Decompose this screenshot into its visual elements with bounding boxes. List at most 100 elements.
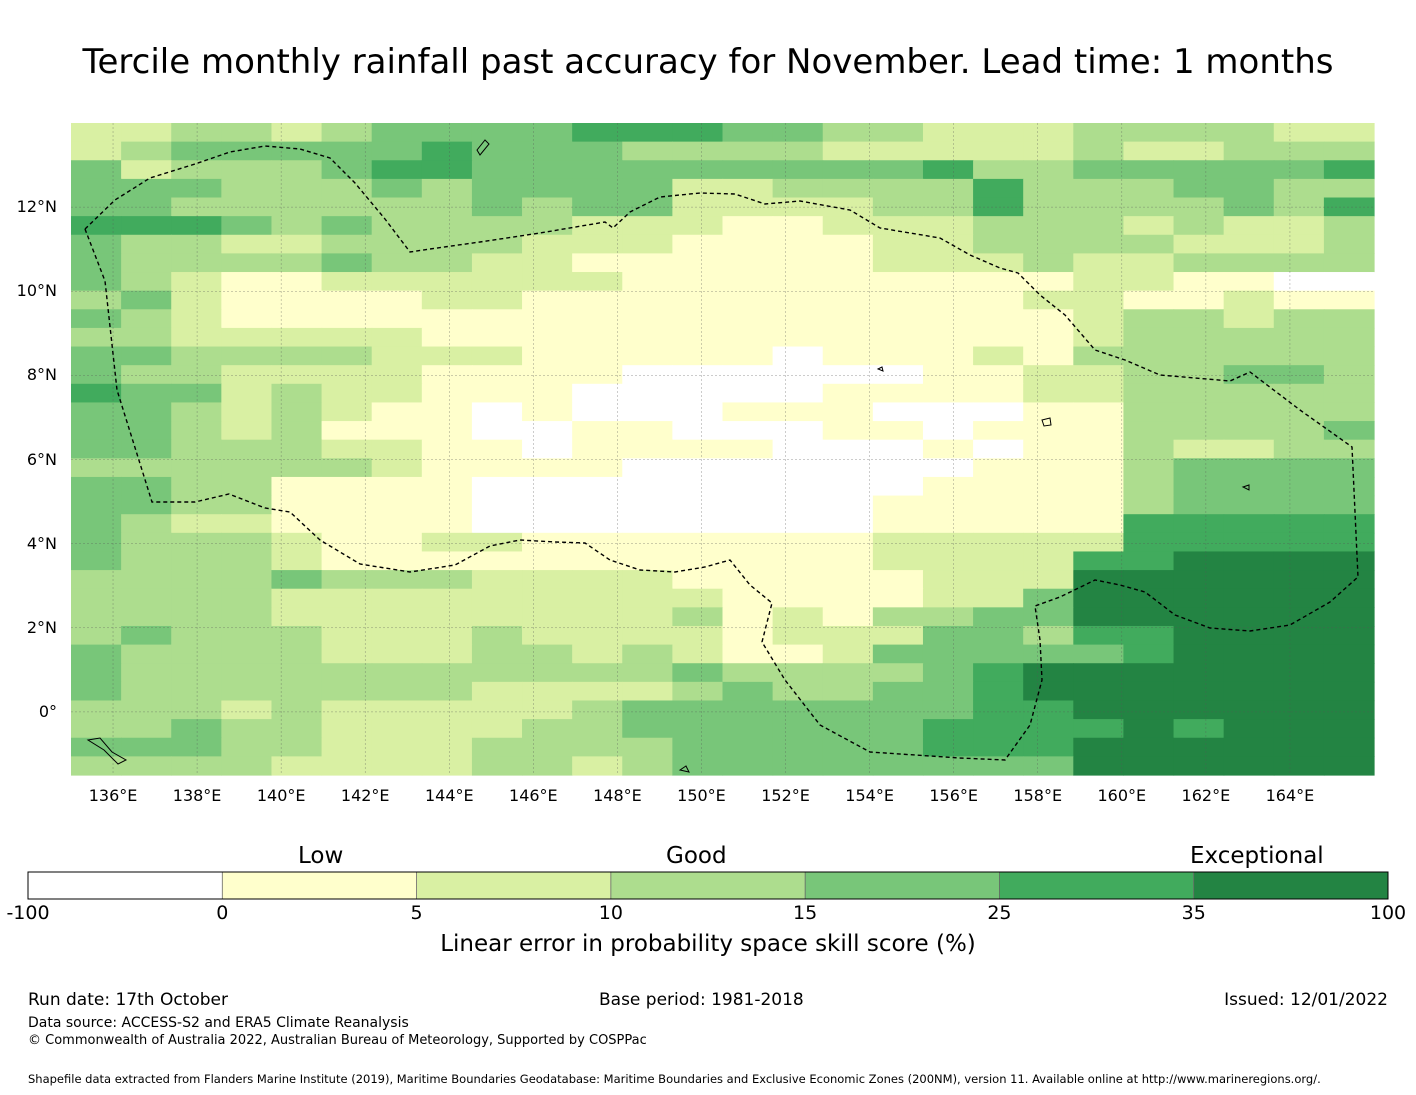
skill-cell [321, 327, 373, 348]
skill-cell [471, 402, 523, 422]
skill-cell [1023, 216, 1074, 236]
skill-cell [471, 476, 523, 497]
skill-cell [421, 607, 473, 627]
skill-cell [1273, 700, 1325, 720]
skill-cell [421, 290, 473, 310]
skill-cell [221, 570, 273, 590]
skill-cell [471, 700, 523, 720]
skill-cell [71, 681, 122, 702]
skill-cell [772, 141, 824, 161]
skill-cell [321, 160, 373, 180]
skill-cell [772, 663, 824, 683]
skill-cell [922, 402, 974, 422]
skill-cell [1023, 309, 1074, 329]
skill-cell [772, 719, 824, 739]
skill-cell [471, 532, 523, 553]
skill-cell [722, 700, 774, 720]
skill-cell [221, 681, 273, 702]
skill-cell [922, 216, 974, 236]
skill-cell [822, 551, 874, 571]
skill-cell [271, 607, 323, 627]
skill-cell [1323, 644, 1375, 664]
skill-cell [71, 719, 122, 739]
skill-cell [1173, 588, 1225, 608]
chuuk-island [1041, 417, 1052, 427]
skill-cell [71, 458, 122, 478]
skill-cell [973, 253, 1024, 273]
skill-cell [872, 178, 924, 199]
skill-cell [171, 402, 222, 422]
skill-cell [822, 663, 874, 683]
skill-cell [1123, 160, 1175, 180]
skill-cell [221, 216, 273, 236]
skill-cell [522, 253, 573, 273]
skill-cell [421, 216, 473, 236]
skill-cell [1123, 290, 1175, 310]
skill-cell [1223, 607, 1275, 627]
skill-cell [622, 551, 673, 571]
skill-cell [71, 309, 122, 329]
skill-cell [872, 439, 924, 459]
skill-cell [572, 439, 623, 459]
skill-cell [121, 607, 172, 627]
skill-cell [622, 234, 673, 254]
skill-cell [471, 514, 523, 534]
longitude-label: 142°E [340, 786, 390, 805]
skill-cell [772, 514, 824, 534]
skill-cell [1323, 141, 1375, 161]
skill-cell [171, 719, 222, 739]
skill-cell [672, 346, 724, 366]
skill-cell [471, 253, 523, 273]
skill-cell [522, 737, 573, 757]
skill-cell [772, 421, 824, 441]
skill-cell [922, 141, 974, 161]
skill-cell [822, 421, 874, 441]
skill-cell [572, 514, 623, 534]
skill-cell [71, 644, 122, 664]
skill-cell [421, 700, 473, 720]
skill-cell [421, 141, 473, 161]
colorbar-tick-label: 35 [1181, 902, 1206, 924]
skill-cell [1223, 290, 1275, 310]
skill-cell [1273, 290, 1325, 310]
skill-cell [572, 625, 623, 646]
skill-cell [622, 607, 673, 627]
skill-cell [471, 551, 523, 571]
skill-cell [421, 383, 473, 404]
skill-cell [221, 719, 273, 739]
skill-cell [672, 588, 724, 608]
skill-cell [1123, 570, 1175, 590]
skill-cell [1223, 514, 1275, 534]
skill-cell [973, 644, 1024, 664]
skill-cell [71, 327, 122, 348]
skill-cell [872, 365, 924, 385]
skill-cell [572, 663, 623, 683]
skill-cell [822, 532, 874, 553]
skill-cell [1023, 644, 1074, 664]
skill-cell [1073, 160, 1125, 180]
longitude-label: 156°E [929, 786, 978, 805]
skill-cell [772, 290, 824, 310]
skill-cell [1223, 402, 1275, 422]
skill-cell [922, 383, 974, 404]
shapefile-credit: Shapefile data extracted from Flanders M… [28, 1072, 1321, 1086]
skill-cell [171, 365, 222, 385]
skill-cell [171, 756, 222, 776]
skill-cell [221, 476, 273, 497]
skill-cell [1173, 458, 1225, 478]
skill-cell [1073, 588, 1125, 608]
skill-cell [1073, 272, 1125, 292]
skill-cell [722, 514, 774, 534]
skill-cell [71, 439, 122, 459]
skill-cell [822, 383, 874, 404]
skill-cell [872, 402, 924, 422]
skill-cell [522, 346, 573, 366]
skill-cell [371, 421, 423, 441]
skill-cell [872, 141, 924, 161]
skill-cell [572, 141, 623, 161]
colorbar-tick-label: 5 [410, 902, 423, 924]
skill-cell [121, 514, 172, 534]
skill-cell [171, 253, 222, 273]
skill-cell [271, 234, 323, 254]
